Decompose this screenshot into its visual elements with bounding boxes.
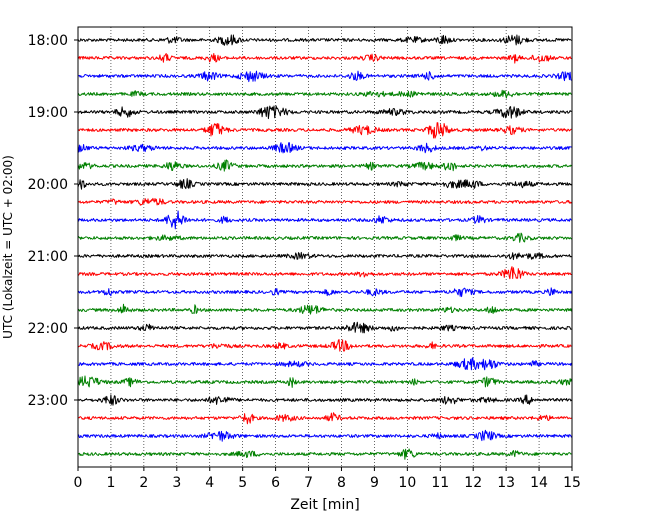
- trace-line: [77, 34, 572, 46]
- x-tick-label: 14: [530, 475, 548, 491]
- x-tick-label: 4: [205, 475, 214, 491]
- x-tick-label: 10: [398, 475, 416, 491]
- trace-line: [78, 266, 572, 280]
- y-tick-label: 23:00: [28, 393, 68, 409]
- y-tick-label: 22:00: [28, 321, 68, 337]
- y-tick-label: 18:00: [28, 33, 68, 49]
- x-tick-label: 11: [431, 475, 449, 491]
- x-tick-label: 5: [238, 475, 247, 491]
- y-axis: 18:00 19:00 20:00 21:00 22:00 23:00: [28, 33, 78, 409]
- x-tick-label: 3: [172, 475, 181, 491]
- trace-line: [77, 197, 572, 206]
- trace-line: [77, 287, 572, 298]
- x-tick-label: 13: [497, 475, 515, 491]
- trace-line: [77, 210, 572, 230]
- y-axis-label: UTC (Lokalzeit = UTC + 02:00): [1, 155, 15, 339]
- y-tick-label: 19:00: [28, 105, 68, 121]
- x-tick-label: 15: [563, 475, 581, 491]
- x-tick-label: 8: [337, 475, 346, 491]
- y-tick-label: 20:00: [28, 177, 68, 193]
- trace-line: [77, 303, 572, 315]
- x-tick-label: 2: [139, 475, 148, 491]
- x-axis-label: Zeit [min]: [290, 497, 359, 513]
- trace-line: [77, 159, 572, 172]
- trace-line: [77, 70, 572, 83]
- trace-line: [77, 251, 572, 261]
- trace-line: [77, 321, 572, 334]
- trace-line: [77, 412, 572, 425]
- x-tick-label: 0: [74, 475, 83, 491]
- trace-line: [77, 232, 572, 243]
- x-tick-label: 9: [370, 475, 379, 491]
- trace-line: [77, 122, 572, 139]
- x-tick-label: 7: [304, 475, 313, 491]
- trace-line: [77, 178, 572, 190]
- trace-line: [77, 89, 572, 99]
- trace-line: [77, 375, 572, 388]
- grid-layer: [110, 27, 540, 467]
- x-tick-label: 12: [464, 475, 482, 491]
- trace-layer: [77, 34, 572, 460]
- trace-line: [77, 105, 572, 120]
- y-tick-label: 21:00: [28, 249, 68, 265]
- trace-line: [77, 448, 572, 460]
- x-tick-label: 6: [271, 475, 280, 491]
- x-tick-label: 1: [106, 475, 115, 491]
- trace-line: [77, 357, 572, 371]
- trace-line: [77, 339, 572, 352]
- trace-line: [77, 53, 572, 64]
- trace-line: [77, 429, 572, 442]
- plot-frame: [77, 26, 573, 468]
- x-axis: 0 1 2 3 4 5 6 7 8 9 10 11 12 13 14 15: [74, 467, 581, 491]
- trace-line: [77, 142, 572, 154]
- trace-line: [77, 394, 572, 406]
